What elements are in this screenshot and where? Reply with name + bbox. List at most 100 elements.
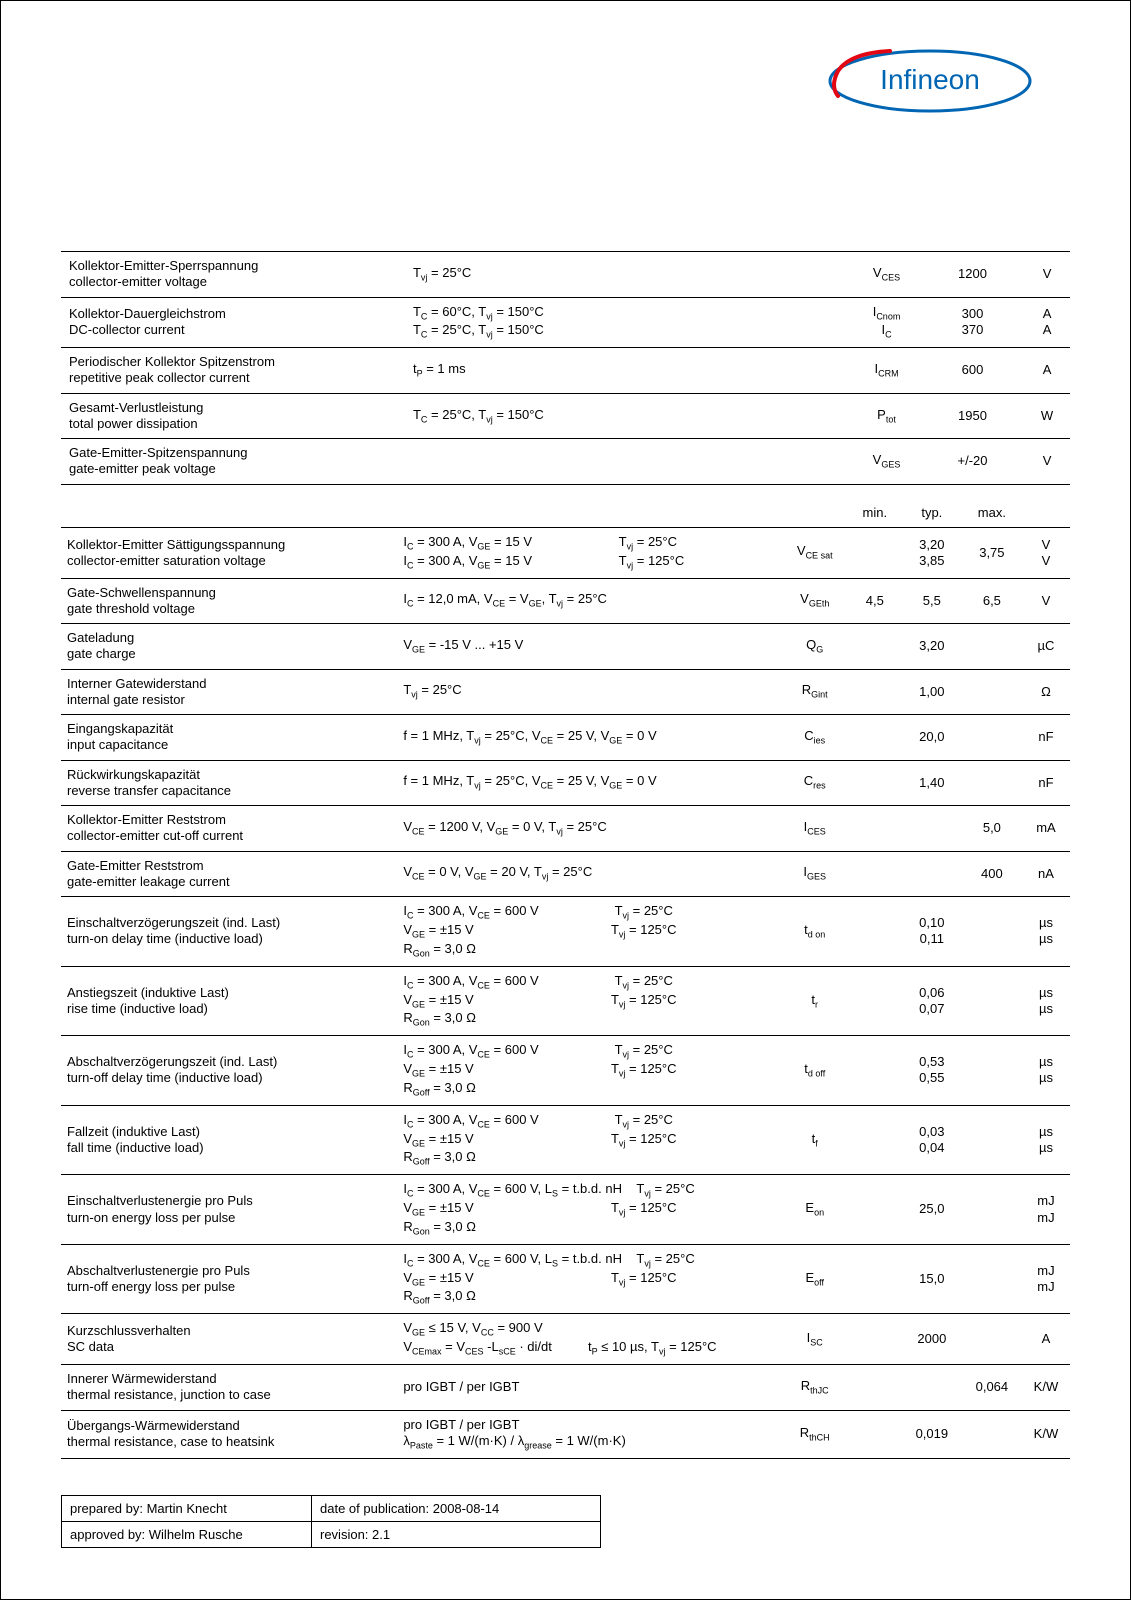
max: 3,75 bbox=[962, 527, 1022, 578]
approved-by: approved by: Wilhelm Rusche bbox=[62, 1521, 312, 1547]
min bbox=[848, 760, 902, 806]
table-row: Eingangskapazitätinput capacitancef = 1 … bbox=[61, 715, 1070, 761]
desc-en: gate threshold voltage bbox=[67, 601, 391, 617]
condition: IC = 300 A, VCE = 600 V Tvj = 25°CVGE = … bbox=[397, 897, 781, 967]
table-row: Fallzeit (induktive Last)fall time (indu… bbox=[61, 1105, 1070, 1175]
publication-date: date of publication: 2008-08-14 bbox=[312, 1495, 601, 1521]
logo: Infineon bbox=[820, 41, 1040, 121]
desc-en: gate charge bbox=[67, 646, 391, 662]
unit: A bbox=[1022, 1314, 1070, 1365]
desc-de: Gate-Emitter Reststrom bbox=[67, 858, 391, 874]
max: 0,064 bbox=[962, 1365, 1022, 1411]
unit: V bbox=[1024, 439, 1070, 485]
table-row: Gate-Emitter-Spitzenspannunggate-emitter… bbox=[61, 439, 1070, 485]
desc-en: collector-emitter saturation voltage bbox=[67, 553, 391, 569]
table-row: Einschaltverzögerungszeit (ind. Last)tur… bbox=[61, 897, 1070, 967]
condition: IC = 12,0 mA, VCE = VGE, Tvj = 25°C bbox=[397, 578, 781, 624]
revision: revision: 2.1 bbox=[312, 1521, 601, 1547]
condition: IC = 300 A, VCE = 600 V, LS = t.b.d. nH … bbox=[397, 1175, 781, 1245]
max-ratings-table: Kollektor-Emitter-Sperrspannungcollector… bbox=[61, 251, 1070, 485]
desc-en: total power dissipation bbox=[69, 416, 397, 432]
min bbox=[848, 1365, 902, 1411]
table-row: Kollektor-DauergleichstromDC-collector c… bbox=[61, 297, 1070, 348]
symbol: VCE sat bbox=[782, 527, 848, 578]
unit: AA bbox=[1024, 297, 1070, 348]
table-row: Kollektor-Emitter Sättigungsspannungcoll… bbox=[61, 527, 1070, 578]
condition: pro IGBT / per IGBT bbox=[397, 1365, 781, 1411]
head-max: max. bbox=[962, 499, 1022, 528]
desc-de: Kurzschlussverhalten bbox=[67, 1323, 391, 1339]
unit: nF bbox=[1022, 760, 1070, 806]
unit: VV bbox=[1022, 527, 1070, 578]
typ: 0,019 bbox=[902, 1410, 962, 1458]
table-row: Kollektor-Emitter Reststromcollector-emi… bbox=[61, 806, 1070, 852]
symbol: td on bbox=[782, 897, 848, 967]
value: +/-20 bbox=[921, 439, 1024, 485]
symbol: VGEth bbox=[782, 578, 848, 624]
unit: V bbox=[1022, 578, 1070, 624]
condition: IC = 300 A, VCE = 600 V Tvj = 25°CVGE = … bbox=[397, 1105, 781, 1175]
table-row: Einschaltverlustenergie pro Pulsturn-on … bbox=[61, 1175, 1070, 1245]
unit: µsµs bbox=[1022, 966, 1070, 1036]
max bbox=[962, 1314, 1022, 1365]
desc-de: Eingangskapazität bbox=[67, 721, 391, 737]
value: 1950 bbox=[921, 393, 1024, 439]
symbol: Eon bbox=[782, 1175, 848, 1245]
symbol: Eoff bbox=[782, 1244, 848, 1314]
condition: TC = 25°C, Tvj = 150°C bbox=[405, 393, 852, 439]
condition: VCE = 1200 V, VGE = 0 V, Tvj = 25°C bbox=[397, 806, 781, 852]
max: 5,0 bbox=[962, 806, 1022, 852]
condition: VGE = -15 V ... +15 V bbox=[397, 624, 781, 670]
max bbox=[962, 966, 1022, 1036]
desc-de: Abschaltverlustenergie pro Puls bbox=[67, 1263, 391, 1279]
unit: µsµs bbox=[1022, 1105, 1070, 1175]
table-row: Gate-Schwellenspannunggate threshold vol… bbox=[61, 578, 1070, 624]
desc-en: SC data bbox=[67, 1339, 391, 1355]
desc-en: thermal resistance, junction to case bbox=[67, 1387, 391, 1403]
infineon-logo-icon: Infineon bbox=[820, 41, 1040, 121]
page: Infineon Kollektor-Emitter-Sperrspannung… bbox=[0, 0, 1131, 1600]
typ: 25,0 bbox=[902, 1175, 962, 1245]
condition: VCE = 0 V, VGE = 20 V, Tvj = 25°C bbox=[397, 851, 781, 897]
desc-de: Einschaltverlustenergie pro Puls bbox=[67, 1193, 391, 1209]
condition: IC = 300 A, VGE = 15 V Tvj = 25°CIC = 30… bbox=[397, 527, 781, 578]
max: 6,5 bbox=[962, 578, 1022, 624]
symbol: ICnomIC bbox=[852, 297, 921, 348]
table-row: Anstiegszeit (induktive Last)rise time (… bbox=[61, 966, 1070, 1036]
min bbox=[848, 1036, 902, 1106]
max bbox=[962, 1105, 1022, 1175]
symbol: RGint bbox=[782, 669, 848, 715]
value: 1200 bbox=[921, 252, 1024, 298]
unit: A bbox=[1024, 348, 1070, 394]
typ: 3,20 bbox=[902, 624, 962, 670]
max bbox=[962, 715, 1022, 761]
table-row: Periodischer Kollektor Spitzenstromrepet… bbox=[61, 348, 1070, 394]
desc-en: fall time (inductive load) bbox=[67, 1140, 391, 1156]
desc-en: reverse transfer capacitance bbox=[67, 783, 391, 799]
unit: V bbox=[1024, 252, 1070, 298]
table-row: Innerer Wärmewiderstandthermal resistanc… bbox=[61, 1365, 1070, 1411]
symbol: IGES bbox=[782, 851, 848, 897]
desc-de: Übergangs-Wärmewiderstand bbox=[67, 1418, 391, 1434]
condition: VGE ≤ 15 V, VCC = 900 VVCEmax = VCES -Ls… bbox=[397, 1314, 781, 1365]
condition: f = 1 MHz, Tvj = 25°C, VCE = 25 V, VGE =… bbox=[397, 760, 781, 806]
desc-en: turn-off energy loss per pulse bbox=[67, 1279, 391, 1295]
symbol: RthJC bbox=[782, 1365, 848, 1411]
typ: 3,203,85 bbox=[902, 527, 962, 578]
typ: 2000 bbox=[902, 1314, 962, 1365]
min bbox=[848, 624, 902, 670]
table-row: Gate-Emitter Reststromgate-emitter leaka… bbox=[61, 851, 1070, 897]
desc-en: rise time (inductive load) bbox=[67, 1001, 391, 1017]
condition: IC = 300 A, VCE = 600 V, LS = t.b.d. nH … bbox=[397, 1244, 781, 1314]
symbol: ICRM bbox=[852, 348, 921, 394]
table-row: Gateladunggate chargeVGE = -15 V ... +15… bbox=[61, 624, 1070, 670]
unit: K/W bbox=[1022, 1410, 1070, 1458]
desc-de: Einschaltverzögerungszeit (ind. Last) bbox=[67, 915, 391, 931]
condition: IC = 300 A, VCE = 600 V Tvj = 25°CVGE = … bbox=[397, 966, 781, 1036]
table-row: Abschaltverzögerungszeit (ind. Last)turn… bbox=[61, 1036, 1070, 1106]
min bbox=[848, 966, 902, 1036]
desc-de: Innerer Wärmewiderstand bbox=[67, 1371, 391, 1387]
unit: nF bbox=[1022, 715, 1070, 761]
logo-text: Infineon bbox=[880, 64, 980, 95]
desc-en: turn-on energy loss per pulse bbox=[67, 1210, 391, 1226]
